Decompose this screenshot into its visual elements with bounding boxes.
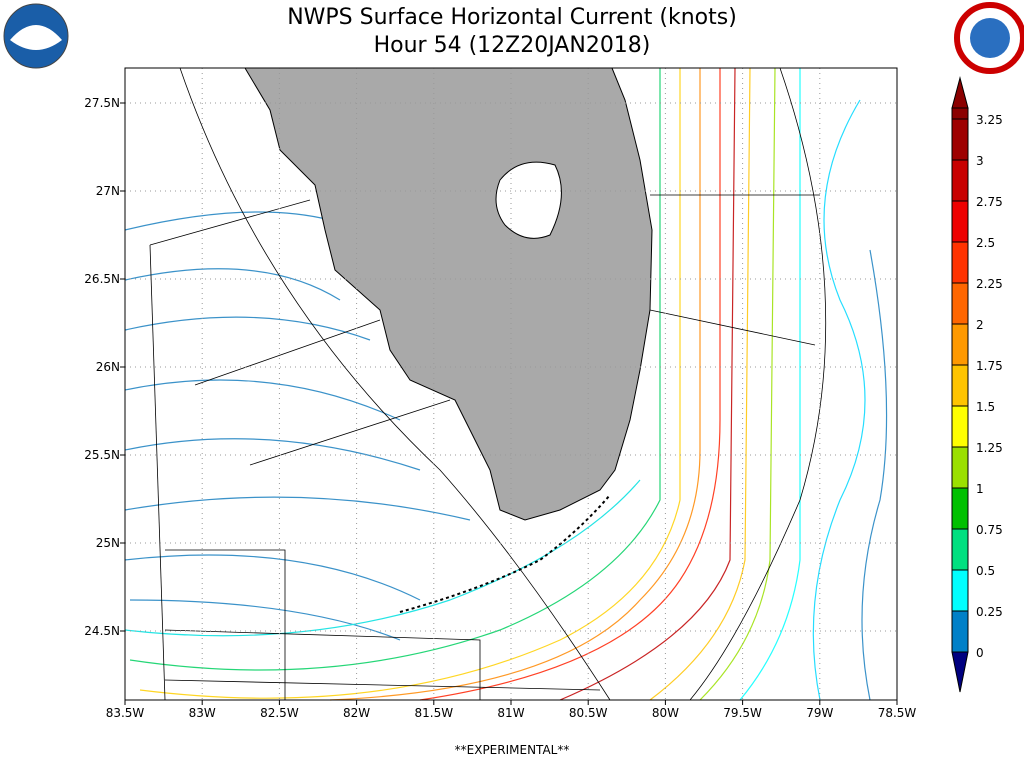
colorbar: 3.25 3 2.75 2.5 2.25 2 1.75 1.5 1.25 1 0.75 0.5 0.25… [951, 76, 1003, 693]
colorbar-bin [952, 242, 968, 283]
noaa-logo-bird [10, 25, 62, 50]
colorbar-label: 1.25 [976, 441, 1003, 455]
map-area [124, 67, 898, 701]
colorbar-bin [952, 160, 968, 201]
lat-label: 24.5N [84, 624, 120, 638]
lon-label: 81.5W [415, 706, 454, 720]
lat-label: 25.5N [84, 448, 120, 462]
streamlines [124, 67, 888, 701]
colorbar-bin [952, 488, 968, 529]
colorbar-label: 2 [976, 318, 984, 332]
lat-label: 26.5N [84, 272, 120, 286]
lon-label: 81W [497, 706, 524, 720]
colorbar-label: 1 [976, 482, 984, 496]
colorbar-bin [952, 201, 968, 242]
lat-label: 27.5N [84, 96, 120, 110]
colorbar-bin [952, 611, 968, 652]
lon-label: 83W [189, 706, 216, 720]
colorbar-bin [952, 365, 968, 406]
colorbar-bin [952, 108, 968, 119]
subtitle: Hour 54 (12Z20JAN2018) [374, 33, 651, 58]
lon-label: 80.5W [569, 706, 608, 720]
lon-label: 79.5W [723, 706, 762, 720]
colorbar-bin [952, 447, 968, 488]
nws-logo-center [970, 18, 1010, 58]
lon-label: 82W [343, 706, 370, 720]
lon-label: 79W [806, 706, 833, 720]
colorbar-bin [952, 570, 968, 611]
colorbar-label: 3 [976, 154, 984, 168]
colorbar-label: 0 [976, 646, 984, 660]
lon-label: 80W [652, 706, 679, 720]
colorbar-bin [952, 283, 968, 324]
colorbar-top [951, 76, 969, 109]
lat-label: 25N [96, 536, 120, 550]
footer: **EXPERIMENTAL** [455, 743, 570, 757]
lon-label: 82.5W [260, 706, 299, 720]
colorbar-label: 0.75 [976, 523, 1003, 537]
colorbar-label: 1.5 [976, 400, 995, 414]
colorbar-label: 1.75 [976, 359, 1003, 373]
lon-label: 83.5W [106, 706, 145, 720]
colorbar-bin [952, 324, 968, 365]
colorbar-bin [952, 529, 968, 570]
lat-label: 26N [96, 360, 120, 374]
colorbar-label: 3.25 [976, 113, 1003, 127]
colorbar-label: 0.5 [976, 564, 995, 578]
zone-boundaries [149, 67, 827, 701]
colorbar-label: 2.5 [976, 236, 995, 250]
lat-label: 27N [96, 184, 120, 198]
title: NWPS Surface Horizontal Current (knots) [287, 5, 737, 30]
colorbar-bottom [951, 651, 969, 693]
colorbar-label: 2.25 [976, 277, 1003, 291]
colorbar-bin [952, 119, 968, 160]
colorbar-bin [952, 406, 968, 447]
colorbar-label: 0.25 [976, 605, 1003, 619]
colorbar-label: 2.75 [976, 195, 1003, 209]
lon-label: 78.5W [878, 706, 917, 720]
lake-okeechobee [495, 161, 562, 239]
